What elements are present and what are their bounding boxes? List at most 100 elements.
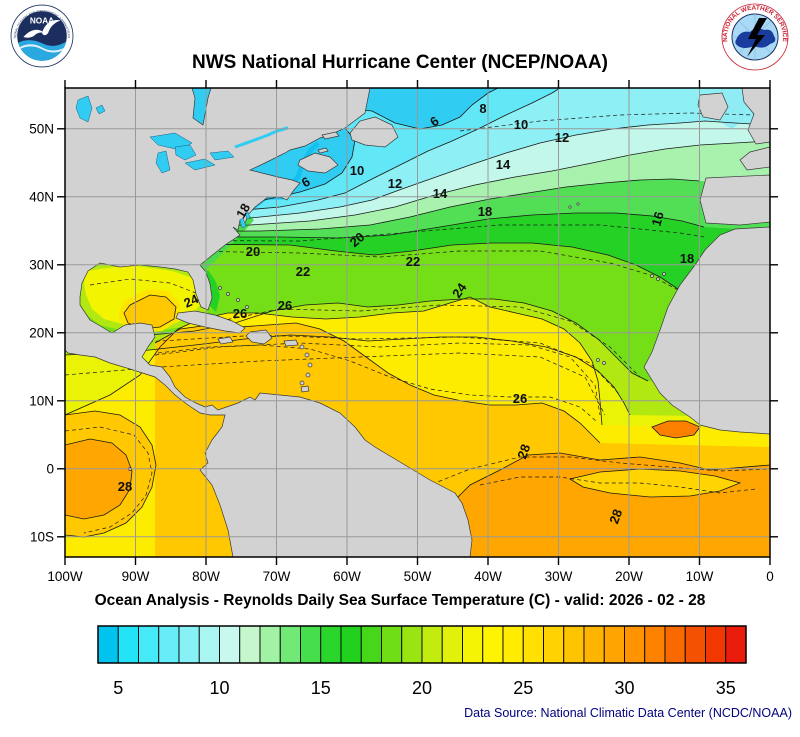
x-tick-label: 20W [615, 569, 643, 584]
colorbar-cell [381, 625, 403, 664]
x-tick-label: 40W [474, 569, 502, 584]
colorbar-cell [138, 625, 160, 664]
hispaniola [245, 329, 273, 345]
colorbar-cell [360, 625, 382, 664]
contour-label: 16 [649, 210, 667, 228]
page-title: NWS National Hurricane Center (NCEP/NOAA… [192, 52, 608, 73]
colorbar-cell [401, 625, 423, 664]
y-tick-label: 20N [29, 325, 54, 340]
contour-label: 12 [555, 130, 569, 145]
contour-label: 26 [278, 298, 292, 313]
colorbar-tick-label: 30 [614, 678, 634, 698]
contour-label: 14 [496, 157, 511, 172]
colorbar-cell [725, 625, 747, 664]
latitude-axis: 50N 40N 30N 20N 10N 0 10S [29, 121, 54, 544]
contour-label: 24 [181, 291, 201, 311]
colorbar-cells [97, 625, 747, 664]
puerto-rico [283, 339, 299, 347]
contour-label: 26 [233, 306, 247, 321]
colorbar-cell [543, 625, 565, 664]
colorbar-cell [482, 625, 504, 664]
st-lawrence-river [234, 126, 289, 149]
lake-ontario [209, 150, 235, 161]
colorbar-cell [644, 625, 666, 664]
pei [317, 147, 329, 154]
x-tick-label: 10W [686, 569, 714, 584]
colorbar-cell [684, 625, 706, 664]
axis-ticks [57, 80, 778, 565]
contour-label: 18 [680, 251, 694, 266]
noaa-disc-label: NOAA [30, 17, 54, 26]
contour-label: 28 [118, 479, 132, 494]
anticosti [321, 131, 340, 140]
iberia [699, 174, 770, 226]
colorbar-tick-label: 35 [716, 678, 736, 698]
contour-label: 28 [606, 507, 625, 526]
ireland [697, 92, 729, 121]
x-tick-label: 90W [122, 569, 150, 584]
colorbar-cell [583, 625, 605, 664]
colorbar-cell [320, 625, 342, 664]
x-tick-label: 100W [47, 569, 83, 584]
contour-label: 20 [246, 244, 260, 259]
wave-swoosh [19, 44, 65, 53]
y-tick-label: 0 [46, 461, 54, 476]
france [739, 146, 770, 171]
x-tick-label: 30W [545, 569, 573, 584]
noaa-logo: NATIONAL OCEANIC AND ATMOSPHERIC ADMINIS… [10, 4, 74, 68]
colorbar-cell [259, 625, 281, 664]
contour-label: 10 [350, 163, 364, 178]
colorbar-tick-label: 25 [513, 678, 533, 698]
lake-michigan [155, 150, 171, 174]
colorbar: 5 10 15 20 25 30 35 [97, 625, 747, 698]
y-tick-label: 50N [29, 121, 54, 136]
x-tick-label: 0 [766, 569, 774, 584]
trinidad [300, 385, 310, 393]
colorbar-cell [603, 625, 625, 664]
x-tick-label: 50W [404, 569, 432, 584]
lake-erie [184, 158, 216, 171]
lake-huron [174, 144, 197, 161]
colorbar-cell [664, 625, 686, 664]
colorbar-tick-label: 20 [412, 678, 432, 698]
gull-icon [23, 29, 45, 38]
contour-label: 18 [233, 201, 253, 221]
colorbar-cell [522, 625, 544, 664]
y-tick-label: 10S [30, 529, 54, 544]
colorbar-tick-label: 15 [311, 678, 331, 698]
lakes-layer [75, 95, 251, 229]
colorbar-labels: 5 10 15 20 25 30 35 [113, 678, 736, 698]
colorbar-cell [563, 625, 585, 664]
colorbar-cell [279, 625, 301, 664]
lake-winnipeg [75, 95, 93, 123]
colorbar-tick-label: 10 [209, 678, 229, 698]
colorbar-cell [441, 625, 463, 664]
nws-logo: NATIONAL WEATHER SERVICE ★ ★ ★ ★ ★ [721, 3, 789, 71]
longitude-axis: 100W 90W 80W 70W 60W 50W 40W 30W 20W 10W 0 [47, 569, 773, 584]
y-tick-label: 10N [29, 393, 54, 408]
colorbar-cell [462, 625, 484, 664]
colorbar-cell [158, 625, 180, 664]
colorbar-cell [624, 625, 646, 664]
y-tick-label: 40N [29, 189, 54, 204]
contour-label: 14 [433, 186, 448, 201]
contour-label: 28 [514, 442, 533, 461]
colorbar-cell [239, 625, 261, 664]
britain [741, 88, 770, 145]
colorbar-cell [178, 625, 200, 664]
grid-lines [65, 88, 770, 557]
solid-contours [65, 88, 770, 557]
x-tick-label: 60W [333, 569, 361, 584]
contour-label: 8 [479, 101, 486, 116]
footer-text: Data Source: National Climatic Data Cent… [464, 706, 792, 720]
africa [643, 226, 770, 435]
x-tick-label: 80W [192, 569, 220, 584]
colorbar-cell [340, 625, 362, 664]
newfoundland [349, 116, 399, 148]
colorbar-border [97, 625, 747, 664]
contour-label: 18 [478, 204, 492, 219]
lightning-bolt-icon [747, 18, 767, 57]
colorbar-tick-label: 5 [113, 678, 123, 698]
